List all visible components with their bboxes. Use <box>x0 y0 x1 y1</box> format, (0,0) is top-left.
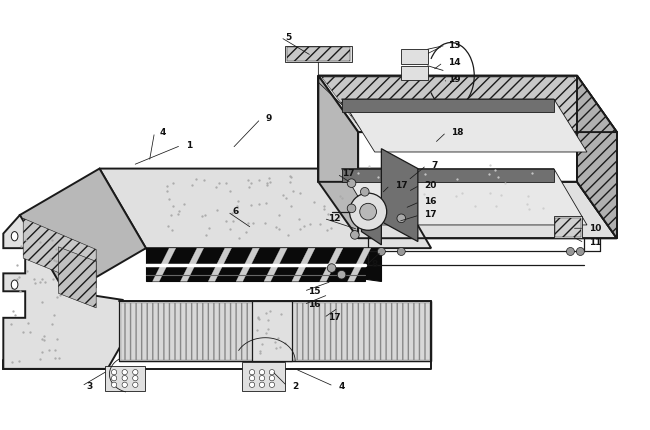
Circle shape <box>259 382 265 387</box>
Polygon shape <box>342 169 554 182</box>
Circle shape <box>577 248 584 255</box>
Circle shape <box>350 230 359 239</box>
Polygon shape <box>348 248 370 281</box>
Circle shape <box>269 375 274 381</box>
Text: 17: 17 <box>342 169 354 178</box>
Polygon shape <box>287 47 350 61</box>
Text: 15: 15 <box>308 287 321 296</box>
Circle shape <box>250 369 255 375</box>
Text: 16: 16 <box>308 300 321 309</box>
Text: 17: 17 <box>395 181 408 190</box>
Circle shape <box>122 382 127 387</box>
Polygon shape <box>555 218 581 237</box>
Circle shape <box>122 369 127 375</box>
Circle shape <box>259 369 265 375</box>
Circle shape <box>133 382 138 387</box>
Text: 10: 10 <box>589 224 601 233</box>
Text: 17: 17 <box>328 313 341 322</box>
Circle shape <box>133 369 138 375</box>
Text: 11: 11 <box>589 238 601 247</box>
Text: 4: 4 <box>338 381 344 390</box>
Circle shape <box>269 369 274 375</box>
Circle shape <box>269 382 274 387</box>
Circle shape <box>350 193 387 230</box>
Circle shape <box>347 179 356 187</box>
Circle shape <box>566 248 575 255</box>
Polygon shape <box>121 303 430 359</box>
Polygon shape <box>3 215 146 369</box>
Polygon shape <box>318 76 358 238</box>
Polygon shape <box>342 99 554 112</box>
Circle shape <box>122 375 127 381</box>
Polygon shape <box>252 301 292 361</box>
Text: 16: 16 <box>424 197 437 206</box>
Polygon shape <box>242 362 285 391</box>
Text: 12: 12 <box>328 214 341 223</box>
Polygon shape <box>401 66 428 80</box>
Circle shape <box>111 375 117 381</box>
Polygon shape <box>58 247 96 308</box>
Text: 7: 7 <box>431 161 437 170</box>
Polygon shape <box>401 49 428 64</box>
Polygon shape <box>23 218 96 288</box>
Polygon shape <box>285 46 352 62</box>
Circle shape <box>259 375 265 381</box>
Circle shape <box>111 369 117 375</box>
Polygon shape <box>554 216 582 238</box>
Circle shape <box>361 187 369 196</box>
Polygon shape <box>120 301 431 361</box>
Text: 13: 13 <box>448 41 460 50</box>
Text: 5: 5 <box>285 33 291 42</box>
Text: 14: 14 <box>448 58 460 67</box>
Polygon shape <box>322 77 614 130</box>
Polygon shape <box>264 248 287 281</box>
Text: 6: 6 <box>232 207 239 216</box>
Ellipse shape <box>11 232 18 241</box>
Polygon shape <box>146 248 365 281</box>
Polygon shape <box>577 76 617 238</box>
Text: 18: 18 <box>451 128 463 137</box>
Circle shape <box>133 375 138 381</box>
Circle shape <box>397 248 405 255</box>
Polygon shape <box>318 76 617 132</box>
Polygon shape <box>146 248 382 281</box>
Polygon shape <box>236 248 259 281</box>
Polygon shape <box>99 169 431 248</box>
Polygon shape <box>342 99 587 152</box>
Text: 3: 3 <box>86 381 92 390</box>
Circle shape <box>347 204 356 213</box>
Polygon shape <box>292 248 315 281</box>
Ellipse shape <box>11 280 18 289</box>
Polygon shape <box>320 248 343 281</box>
Text: 1: 1 <box>186 141 192 150</box>
Polygon shape <box>181 248 203 281</box>
Text: 8: 8 <box>371 260 378 269</box>
Polygon shape <box>105 366 144 391</box>
Text: 17: 17 <box>424 211 437 219</box>
Text: 9: 9 <box>265 114 272 123</box>
Text: 4: 4 <box>159 128 166 137</box>
Polygon shape <box>318 182 617 238</box>
Text: 2: 2 <box>292 381 298 390</box>
Circle shape <box>397 214 406 223</box>
Circle shape <box>111 382 117 387</box>
Circle shape <box>378 248 385 255</box>
Circle shape <box>337 270 346 279</box>
Text: 19: 19 <box>448 74 460 83</box>
Polygon shape <box>577 76 617 238</box>
Circle shape <box>359 203 376 220</box>
Polygon shape <box>382 149 418 242</box>
Circle shape <box>250 382 255 387</box>
Polygon shape <box>361 198 382 245</box>
Polygon shape <box>20 169 146 295</box>
Circle shape <box>250 375 255 381</box>
Circle shape <box>328 264 336 272</box>
Polygon shape <box>153 248 176 281</box>
Polygon shape <box>208 248 231 281</box>
Polygon shape <box>342 169 587 225</box>
Text: 20: 20 <box>424 181 437 190</box>
